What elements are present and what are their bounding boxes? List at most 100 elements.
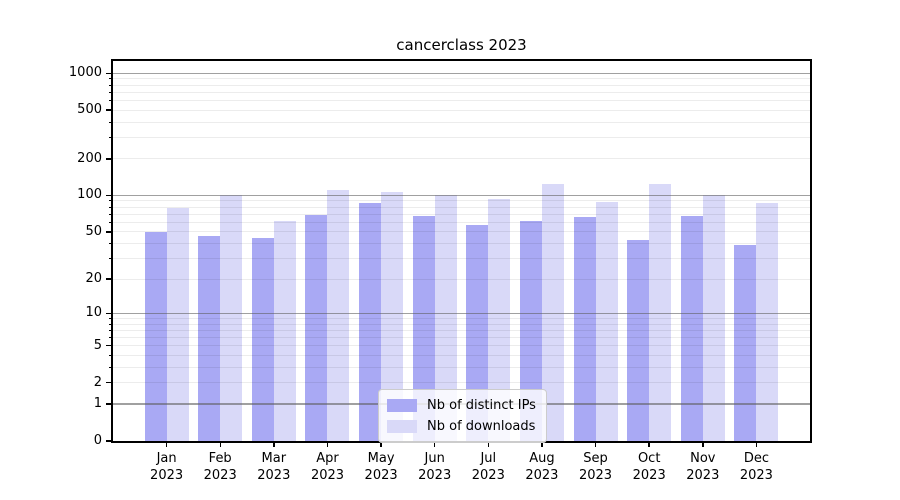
x-tick-label: Mar 2023 [257,451,291,483]
legend-label-downloads: Nb of downloads [427,419,536,434]
bar-ips-sep [573,217,596,441]
gridline-minor [113,121,810,123]
x-tick-label: Jan 2023 [150,451,184,483]
gridline-minor [113,257,810,259]
x-tick [541,441,543,447]
gridline-minor [113,91,810,93]
x-tick-label: Jun 2023 [418,451,452,483]
gridline-minor [113,329,810,331]
y-tick-label: 50 [85,223,102,239]
x-tick [380,441,382,447]
legend-swatch-distinct-ips [387,399,417,412]
y-tick-label: 10 [85,305,102,321]
gridline-minor [113,231,810,233]
y-tick-label: 5 [93,337,102,353]
bar-downloads-mar [273,221,296,441]
legend-item-downloads: Nb of downloads [387,416,536,437]
bar-ips-apr [305,214,328,441]
chart-title: cancerclass 2023 [396,36,527,54]
y-tick-label: 500 [77,102,102,118]
x-tick [433,441,436,447]
x-tick-label: Apr 2023 [310,451,345,483]
bar-ips-nov [680,215,703,441]
gridline-minor [113,109,810,111]
bar-ips-oct [627,239,650,441]
y-tick [106,344,113,347]
y-tick [106,72,113,74]
y-tick-label: 100 [77,187,102,203]
x-tick [326,441,329,447]
bar-downloads-jun [434,194,457,441]
bar-ips-jan [144,231,167,441]
bar-downloads-sep [595,202,618,441]
plot-area [113,61,810,441]
y-tick [106,381,113,384]
gridline-minor [113,78,810,80]
bar-downloads-jul [488,199,511,441]
gridline-minor [113,200,810,202]
x-tick-label: Dec 2023 [739,451,773,483]
x-tick [273,441,275,447]
bar-downloads-feb [220,195,243,441]
y-tick [106,109,113,111]
y-tick-label: 1000 [68,65,102,81]
y-tick [106,312,113,315]
bar-downloads-apr [327,190,350,441]
x-tick-label: Feb 2023 [203,451,237,483]
gridline-minor [113,366,810,368]
bar-ips-aug [519,220,542,441]
gridline-major [113,312,810,315]
x-tick [594,441,597,447]
y-tick [106,231,113,233]
x-tick [755,441,758,447]
gridline-minor [113,213,810,215]
gridline-minor [113,317,810,319]
bar-ips-jun [412,216,435,441]
legend-item-distinct-ips: Nb of distinct IPs [387,395,536,416]
bar-ips-mar [251,238,274,441]
bar-downloads-jan [166,208,189,441]
y-tick [106,158,113,160]
y-tick [106,440,113,442]
x-tick-label: Aug 2023 [525,451,559,483]
x-tick-label: Nov 2023 [686,451,720,483]
bar-ips-feb [198,236,221,441]
x-tick-label: Jul 2023 [471,451,505,483]
y-tick-label: 200 [77,150,102,166]
gridline-minor [113,158,810,160]
y-tick-label: 2 [93,374,102,390]
x-tick [219,441,221,447]
x-tick-label: Oct 2023 [632,451,666,483]
gridline-minor [113,345,810,347]
gridline-minor [113,278,810,280]
x-tick [165,441,168,447]
gridline-minor [113,221,810,223]
gridline-minor [113,99,810,101]
y-tick-label: 20 [85,271,102,286]
gridline-major [113,194,810,197]
x-tick [648,441,650,447]
gridline-minor [113,242,810,244]
bar-downloads-oct [649,183,672,441]
gridline-minor [113,136,810,138]
gridline-minor [113,382,810,383]
bar-ips-may [359,202,382,441]
gridline-minor [113,354,810,356]
legend-label-distinct-ips: Nb of distinct IPs [427,398,536,413]
bar-ips-dec [734,244,757,441]
y-tick-label: 1 [93,396,102,412]
gridline-minor [113,323,810,325]
x-tick-label: May 2023 [364,451,398,483]
gridline-minor [113,336,810,338]
bar-downloads-may [381,192,404,441]
legend-swatch-downloads [387,420,417,433]
bar-ips-jul [466,224,489,441]
y-tick [106,194,113,197]
legend: Nb of distinct IPs Nb of downloads [378,389,547,443]
bar-downloads-nov [702,195,725,441]
gridline-major [113,72,810,74]
x-tick-label: Sep 2023 [578,451,613,483]
x-tick [702,441,704,447]
y-tick-label: 0 [93,433,102,448]
